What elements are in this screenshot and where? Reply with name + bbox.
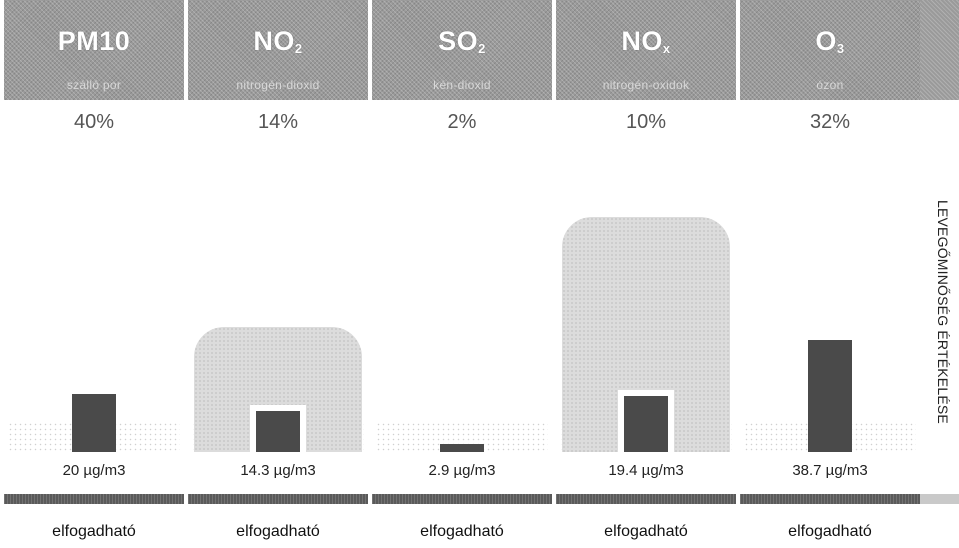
pollutant-header: SO2 kén-dioxid [372, 0, 552, 100]
pollutant-status: elfogadható [236, 523, 320, 540]
pollutant-name: O3 [740, 26, 920, 57]
pollutant-column-3: NOx nitrogén-oxidok 10% 19.4 µg/m3 elfogadha… [556, 0, 736, 548]
next-column-header-stub [920, 0, 959, 100]
pollutant-percent: 2% [447, 111, 477, 133]
pollutant-percent: 40% [73, 111, 115, 133]
pollutant-bar [808, 339, 852, 452]
pollutant-name: NO2 [188, 26, 368, 57]
pollutant-name-subscript: 2 [294, 41, 303, 56]
status-band [372, 494, 552, 504]
pollutant-status: elfogadható [420, 523, 504, 540]
pollutant-subtitle: szálló por [66, 78, 122, 92]
pollutant-column-0: PM10 szálló por 40% 20 µg/m3 elfogadható [4, 0, 184, 548]
pollutant-value: 19.4 µg/m3 [608, 462, 684, 479]
pollutant-column-1: NO2 nitrogén-dioxid 14% 14.3 µg/m3 elfogadha… [188, 0, 368, 548]
pollutant-name-subscript: 2 [478, 41, 486, 56]
pollutant-header: NO2 nitrogén-dioxid [188, 0, 368, 100]
pollutant-status: elfogadható [604, 523, 688, 540]
pollutant-subtitle: nitrogén-dioxid [236, 78, 320, 92]
next-column-band-stub [920, 494, 959, 504]
pollutant-subtitle: kén-dioxid [433, 78, 491, 92]
pollutant-subtitle: ózon [816, 78, 844, 92]
pollutant-column-4: O3 ózon 32% 38.7 µg/m3 elfogadható [740, 0, 920, 548]
side-title: LEVEGŐMINŐSÉG ÉRTÉKELÉSE [935, 200, 951, 424]
pollutant-bar [624, 395, 668, 452]
pollutant-percent: 14% [257, 111, 299, 133]
pollutant-name-main: O [815, 26, 837, 56]
pollutant-header: O3 ózon [740, 0, 920, 100]
pollutant-header: NOx nitrogén-oxidok [556, 0, 736, 100]
pollutant-column-2: SO2 kén-dioxid 2% 2.9 µg/m3 elfogadható [372, 0, 552, 548]
status-band [556, 494, 736, 504]
pollutant-name-main: SO [438, 26, 479, 56]
status-band [4, 494, 184, 504]
pollutant-value: 14.3 µg/m3 [240, 462, 316, 479]
pollutant-status: elfogadható [788, 523, 872, 540]
pollutant-bar [440, 443, 484, 452]
status-band [740, 494, 920, 504]
pollutant-value: 20 µg/m3 [62, 462, 126, 479]
pollutant-subtitle: nitrogén-oxidok [602, 78, 690, 92]
pollutant-name-main: NO [621, 26, 663, 56]
pollutant-status: elfogadható [52, 523, 136, 540]
pollutant-value: 38.7 µg/m3 [792, 462, 868, 479]
pollutant-name: PM10 [4, 26, 184, 57]
pollutant-name-main: NO [253, 26, 295, 56]
pollutant-name-main: PM10 [57, 26, 131, 56]
status-band [188, 494, 368, 504]
pollutant-bar [72, 394, 116, 452]
pollutant-value: 2.9 µg/m3 [428, 462, 496, 479]
pollutant-name: SO2 [372, 26, 552, 57]
pollutant-bar [256, 410, 300, 452]
pollutant-name-subscript: 3 [836, 41, 845, 56]
pollutant-name: NOx [556, 26, 736, 57]
pollutant-header: PM10 szálló por [4, 0, 184, 100]
pollutant-percent: 32% [809, 111, 851, 133]
pollutant-percent: 10% [625, 111, 667, 133]
pollutant-name-subscript: x [662, 41, 671, 56]
